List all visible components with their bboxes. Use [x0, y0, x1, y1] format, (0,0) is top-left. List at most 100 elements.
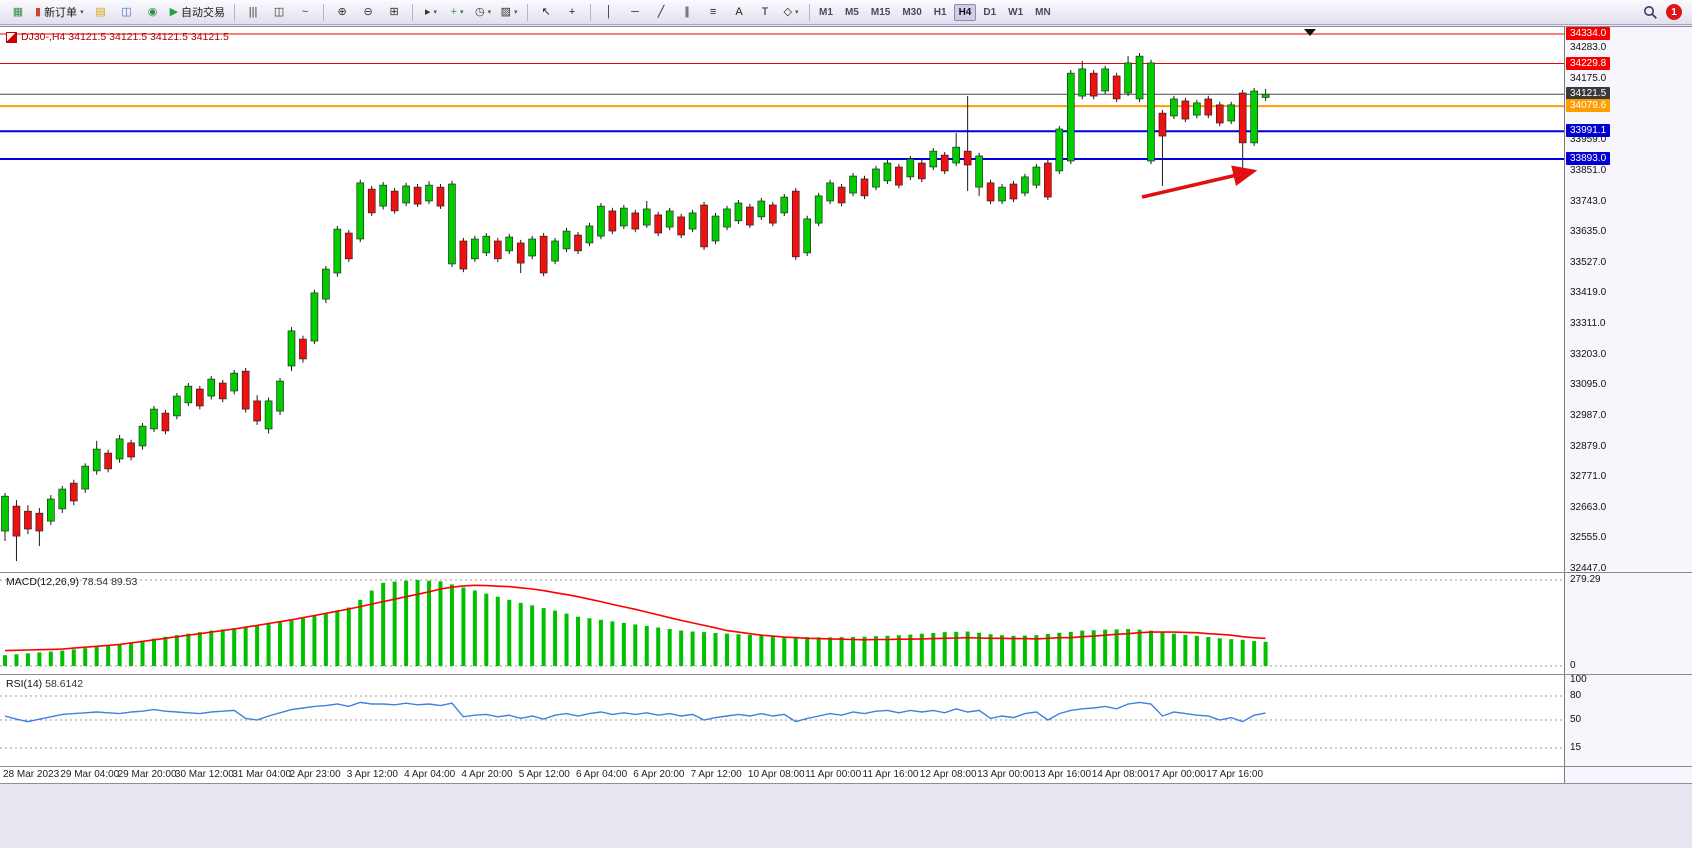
macd-bar [942, 632, 947, 666]
chart-window[interactable]: DJ30-,H4 34121.5 34121.5 34121.5 34121.5… [0, 26, 1692, 784]
timeframe-m5[interactable]: M5 [844, 6, 859, 18]
timeframe-d1[interactable]: D1 [983, 6, 997, 18]
candle-body [1261, 93, 1270, 98]
chart-shift-button[interactable]: ▸ ▾ [419, 2, 443, 22]
candle-body [482, 235, 491, 254]
candle-body [1101, 68, 1109, 92]
bar-chart-button[interactable]: ||| [241, 2, 265, 22]
new-order-button[interactable]: ▮ 新订单 ▾ [32, 2, 87, 22]
candle-chart-button[interactable]: ◫ [267, 2, 291, 22]
rsi-panel[interactable] [0, 674, 1564, 766]
rsi-scale-tick: 50 [1570, 714, 1582, 725]
toolbar-right: 1 [1643, 4, 1686, 20]
timeframe-m1[interactable]: M1 [819, 6, 833, 18]
text-button[interactable]: A [727, 2, 751, 22]
trendline-button[interactable]: ╱ [649, 2, 673, 22]
timeframe-m15[interactable]: M15 [870, 6, 891, 18]
candle-body [1078, 68, 1087, 97]
search-icon[interactable] [1643, 5, 1658, 20]
candle-body [1112, 75, 1121, 100]
chevron-down-icon: ▾ [795, 9, 799, 16]
macd-bar [851, 637, 856, 666]
price-tick: 34175.0 [1570, 73, 1607, 85]
notification-badge[interactable]: 1 [1666, 4, 1682, 20]
timeframe-h4[interactable]: H4 [953, 3, 977, 21]
macd-bar [197, 632, 202, 666]
macd-bar [862, 636, 867, 666]
market-depth-button[interactable]: ◫ [115, 2, 139, 22]
chevron-down-icon: ▾ [487, 9, 492, 16]
macd-bar [656, 627, 661, 666]
candle-body [1089, 72, 1098, 97]
candle-body [940, 154, 949, 172]
zoom-out-button[interactable]: ⊖ [356, 2, 380, 22]
candle-body [688, 212, 697, 230]
periods-button[interactable]: ◷ ▾ [471, 2, 495, 22]
candle-body [849, 175, 857, 194]
cursor-button[interactable]: ↖ [534, 2, 558, 22]
candle-body [1066, 72, 1075, 162]
autotrading-button-label: 自动交易 [181, 7, 226, 19]
market-depth-icon: ◫ [121, 5, 132, 18]
toolbar: ▦ ▮ 新订单 ▾ ▤ ◫ ◉ ▶ 自动交易 ||| ◫ ~ ⊕ ⊖ ⊞ ▸ ▾ + ▾ ◷ ▾ ▨ ▾ ↖ + │ ─ ╱ ∥ ≡ A T ◇… [0, 0, 1692, 25]
horizontal-line-button[interactable]: ─ [623, 2, 647, 22]
price-badge-support-line: 33893.0 [1566, 152, 1611, 166]
macd-bar [484, 593, 489, 666]
shapes-button[interactable]: ◇ ▾ [779, 2, 803, 22]
metaeditor-button[interactable]: ▤ [89, 2, 113, 22]
time-label: 4 Apr 20:00 [461, 769, 513, 780]
new-order-button-label: 新订单 [44, 7, 78, 19]
candle-body [769, 204, 777, 224]
candle-body [1227, 104, 1236, 122]
timeframe-m30[interactable]: M30 [902, 6, 922, 18]
crosshair-button[interactable]: + [560, 2, 584, 22]
panel-separator[interactable] [0, 572, 1692, 573]
chart-shift-icon: ▸ [425, 5, 431, 18]
price-tick: 34283.0 [1570, 42, 1607, 54]
time-label: 12 Apr 08:00 [919, 769, 977, 780]
vertical-line-button[interactable]: │ [597, 2, 621, 22]
new-chart-button[interactable]: ▦ [6, 2, 30, 22]
alerts-button[interactable]: ◉ [141, 2, 165, 22]
macd-bar [839, 637, 844, 666]
channel-button[interactable]: ∥ [675, 2, 699, 22]
macd-bar [1000, 635, 1005, 666]
label-button[interactable]: T [753, 2, 777, 22]
macd-bar [965, 631, 970, 666]
main-chart[interactable] [0, 27, 1564, 572]
chart-shift-marker-icon[interactable] [1304, 29, 1316, 36]
candle-body [493, 240, 502, 260]
metaeditor-icon: ▤ [95, 5, 106, 18]
trend-arrow-annotation[interactable] [1141, 165, 1258, 199]
candle-body [574, 234, 582, 252]
panel-separator[interactable] [0, 674, 1692, 675]
indicators-button[interactable]: + ▾ [445, 2, 469, 22]
channel-icon: ∥ [684, 5, 690, 18]
price-tick: 33851.0 [1570, 164, 1607, 176]
price-tick: 32663.0 [1570, 501, 1607, 513]
candle-body [620, 207, 628, 227]
time-label: 10 Apr 08:00 [747, 769, 805, 780]
candle-body [1238, 92, 1247, 144]
time-label: 13 Apr 00:00 [977, 769, 1034, 780]
zoom-in-button[interactable]: ⊕ [330, 2, 354, 22]
macd-panel[interactable] [0, 572, 1564, 674]
macd-bar [931, 633, 936, 666]
timeframe-mn[interactable]: MN [1035, 6, 1051, 18]
candle-body [299, 338, 307, 360]
templates-button[interactable]: ▨ ▾ [497, 2, 521, 22]
fibonacci-button[interactable]: ≡ [701, 2, 725, 22]
autotrading-button[interactable]: ▶ 自动交易 [167, 2, 228, 22]
line-chart-button[interactable]: ~ [293, 2, 317, 22]
candle-body [895, 166, 903, 186]
timeframe-w1[interactable]: W1 [1008, 6, 1024, 18]
macd-bar [873, 636, 878, 666]
timeframe-h1[interactable]: H1 [933, 6, 947, 18]
toolbar-separator [590, 3, 592, 21]
macd-bar [243, 627, 248, 666]
macd-bar [633, 624, 638, 666]
candle-body [665, 210, 674, 228]
tile-windows-button[interactable]: ⊞ [382, 2, 406, 22]
macd-bar [828, 637, 833, 666]
candle-body [757, 200, 766, 218]
